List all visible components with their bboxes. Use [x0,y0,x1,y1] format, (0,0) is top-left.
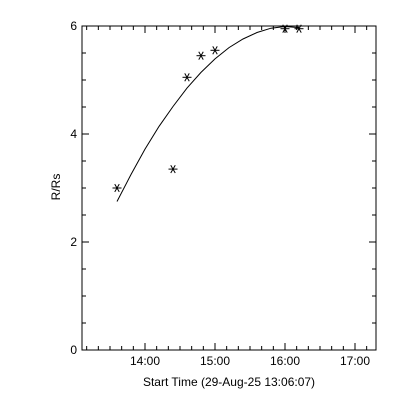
plot-axes: 14:00 15:00 16:00 17:00 0 2 4 6 [70,19,377,368]
x-tick-label: 16:00 [270,354,300,368]
asterisk-stroke [296,24,302,33]
asterisk-stroke [114,183,120,193]
x-axis-label: Start Time (29-Aug-25 13:06:07) [143,375,315,389]
y-tick-label: 4 [70,127,77,141]
x-tick-label: 15:00 [200,354,230,368]
data-point [196,51,206,60]
asterisk-stroke [184,73,190,82]
asterisk-stroke [170,164,176,174]
fit-line [116,25,300,202]
y-tick-label: 2 [70,235,77,249]
asterisk-stroke [212,46,218,55]
data-point [168,164,178,174]
fit-curve-group [116,25,300,202]
plot-frame [81,25,377,351]
data-point [280,24,290,33]
data-point [182,73,192,82]
y-axis-label: R/Rs [49,174,63,201]
y-tick-label: 6 [70,19,77,33]
y-tick-label: 0 [70,343,77,357]
asterisk-stroke [198,51,204,60]
data-point [112,183,122,193]
data-points [112,24,304,193]
data-point [294,24,304,33]
data-point [210,46,220,55]
x-tick-label: 17:00 [340,354,370,368]
x-tick-label: 14:00 [130,354,160,368]
asterisk-stroke [282,24,288,33]
